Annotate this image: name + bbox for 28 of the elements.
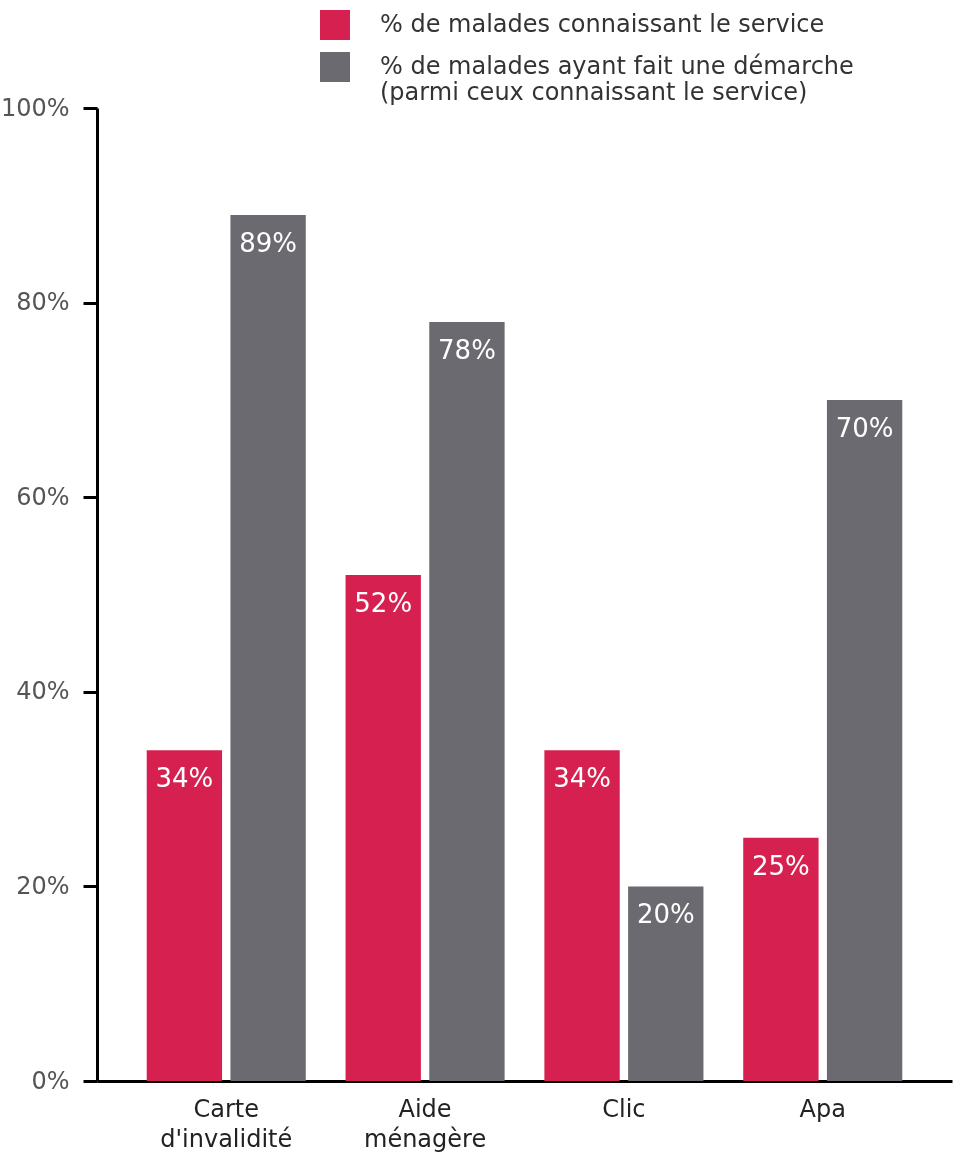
- data-label: 89%: [239, 228, 297, 259]
- data-label: 78%: [438, 335, 496, 366]
- data-label: 34%: [155, 763, 214, 794]
- data-label: 20%: [636, 899, 695, 930]
- data-label: 25%: [752, 850, 810, 881]
- x-tick-label: Aide ménagère: [364, 1094, 487, 1153]
- data-label: 34%: [553, 763, 611, 794]
- bar: [743, 837, 819, 1081]
- bar: [345, 575, 421, 1081]
- y-tick-label: 100%: [0, 93, 70, 122]
- y-tick-label: 20%: [16, 871, 70, 900]
- y-tick-label: 60%: [16, 482, 70, 511]
- x-tick-label: Apa: [799, 1094, 846, 1123]
- bar: [429, 322, 505, 1081]
- data-label: 70%: [835, 412, 894, 443]
- legend-label: % de malades ayant fait une démarche (parmi ceux connaissant le service): [380, 52, 854, 106]
- x-tick-label: Carte d'invalidité: [160, 1094, 293, 1153]
- y-tick-label: 40%: [16, 677, 70, 706]
- data-label: 52%: [354, 588, 413, 619]
- legend-label: % de malades connaissant le service: [380, 10, 825, 38]
- x-tick-label: Clic: [602, 1094, 646, 1123]
- bar: [544, 750, 620, 1081]
- bar: [826, 399, 903, 1081]
- bar: [230, 215, 306, 1081]
- y-tick-label: 0%: [31, 1066, 70, 1095]
- bar: [146, 750, 223, 1081]
- bar: [628, 886, 704, 1081]
- y-tick-label: 80%: [16, 288, 70, 317]
